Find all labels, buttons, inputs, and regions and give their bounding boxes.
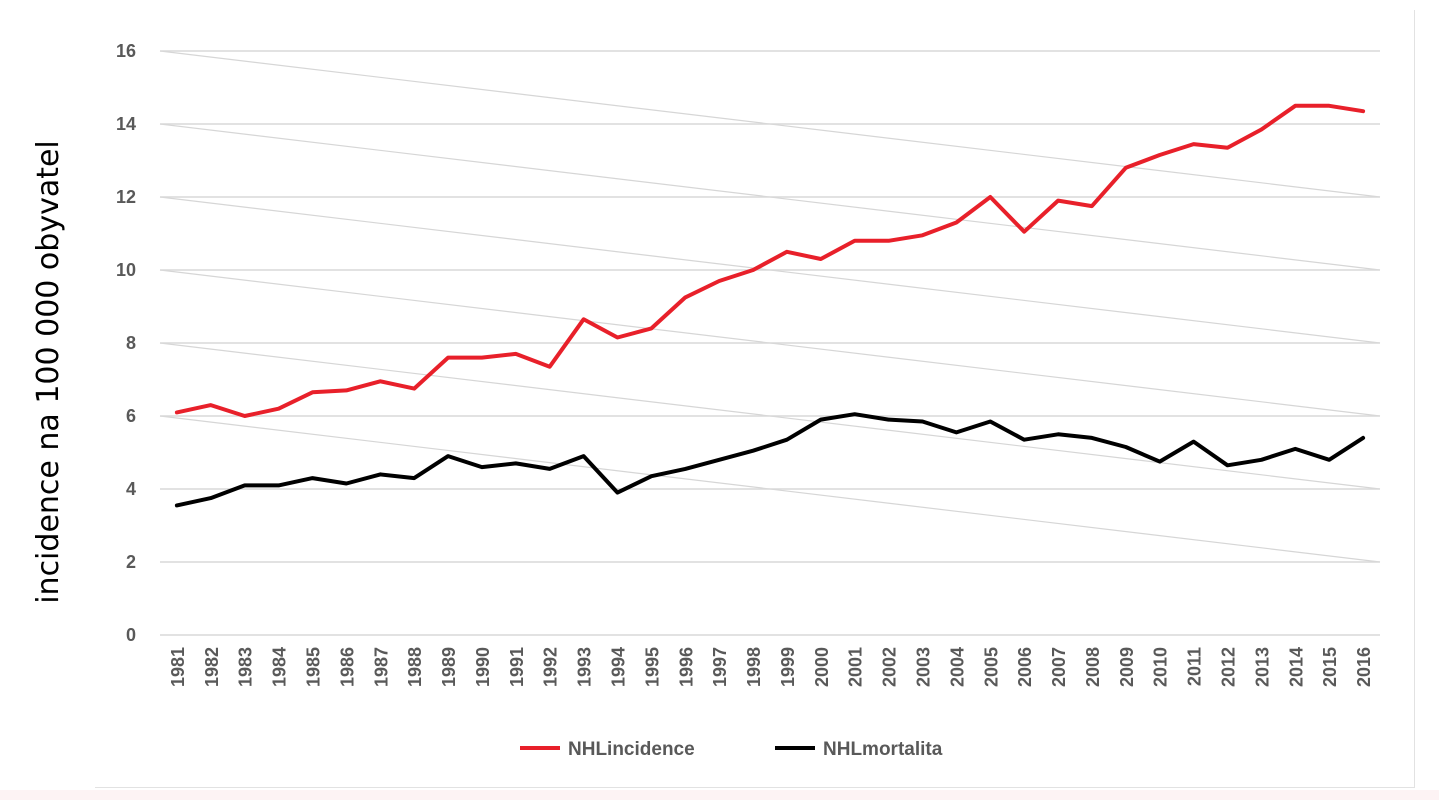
bottom-strip (0, 790, 1439, 800)
x-tick-label: 1994 (609, 647, 629, 687)
x-tick-label: 1992 (541, 647, 561, 687)
x-tick-label: 1991 (507, 647, 527, 687)
x-tick-label: 1993 (575, 647, 595, 687)
legend-label: NHLmortalita (823, 739, 943, 760)
x-tick-label: 2011 (1185, 647, 1205, 686)
x-tick-label: 1985 (304, 647, 324, 687)
x-tick-label: 2008 (1083, 647, 1103, 687)
x-tick-label: 1981 (168, 647, 188, 687)
x-tick-label: 1986 (337, 647, 357, 687)
x-tick-label: 2016 (1354, 647, 1374, 687)
x-tick-label: 1989 (439, 647, 459, 687)
x-tick-label: 1982 (202, 647, 222, 687)
x-tick-label: 2013 (1252, 647, 1272, 687)
y-axis-ticks: 0 2 4 6 8 10 12 14 16 (116, 41, 136, 645)
x-tick-label: 1997 (710, 647, 730, 687)
x-tick-label: 2001 (846, 647, 866, 687)
chart-frame (95, 10, 1415, 788)
y-tick-label: 2 (126, 552, 136, 572)
x-tick-label: 2010 (1151, 647, 1171, 687)
x-axis-ticks: 1981 1982 1983 1984 1985 1986 1987 1988 1989 1990… (168, 647, 1374, 687)
legend-label: NHLincidence (568, 739, 695, 760)
x-tick-label: 1990 (473, 647, 493, 687)
x-tick-label: 2014 (1286, 647, 1306, 687)
series-lines (174, 103, 1366, 508)
legend: NHLincidence NHLmortalita (520, 739, 943, 760)
y-tick-label: 0 (126, 625, 136, 645)
x-tick-label: 2003 (914, 647, 934, 687)
x-tick-label: 1983 (236, 647, 256, 687)
x-tick-label: 2005 (981, 647, 1001, 687)
x-tick-label: 1984 (270, 647, 290, 687)
y-tick-label: 12 (116, 187, 136, 207)
x-tick-label: 2007 (1049, 647, 1069, 687)
x-tick-label: 2006 (1015, 647, 1035, 687)
x-tick-label: 2015 (1320, 647, 1340, 687)
x-tick-label: 1995 (642, 647, 662, 687)
x-tick-label: 2009 (1117, 647, 1137, 687)
x-tick-label: 1996 (676, 647, 696, 687)
diagonal-lines (159, 50, 1381, 563)
gridlines (160, 50, 1380, 636)
x-tick-label: 2004 (947, 647, 967, 687)
y-tick-label: 16 (116, 41, 136, 61)
x-tick-label: 2002 (880, 647, 900, 687)
series-line-NHLincidence (174, 103, 1366, 418)
x-tick-label: 1987 (371, 647, 391, 687)
y-tick-label: 4 (126, 479, 136, 499)
y-tick-label: 10 (116, 260, 136, 280)
x-tick-label: 2012 (1219, 647, 1239, 687)
series-line-NHLmortalita (174, 412, 1366, 508)
x-tick-label: 1988 (405, 647, 425, 687)
y-tick-label: 8 (126, 333, 136, 353)
y-axis-label: incidence na 100 000 obyvatel (31, 140, 66, 604)
y-tick-label: 6 (126, 406, 136, 426)
x-tick-label: 2000 (812, 647, 832, 687)
x-tick-label: 1998 (744, 647, 764, 687)
x-tick-label: 1999 (778, 647, 798, 687)
y-tick-label: 14 (116, 114, 136, 134)
